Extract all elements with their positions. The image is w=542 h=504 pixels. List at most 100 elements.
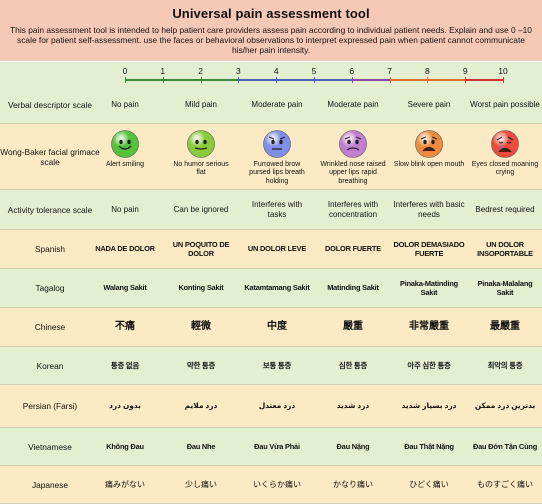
persian-cell-1: درد ملایم — [184, 401, 218, 411]
spanish-cell-3: DOLOR FUERTE — [325, 244, 381, 254]
row-label-activity: Activity tolerance scale — [7, 204, 93, 215]
korean-cell-3: 심한 통증 — [338, 360, 368, 370]
scale-number-5: 5 — [311, 66, 317, 76]
chinese-cell-5: 最嚴重 — [490, 321, 520, 333]
korean-cell-0: 통증 없음 — [110, 360, 140, 370]
verbal-cell-1: Mild pain — [184, 99, 217, 109]
scale-number-6: 6 — [349, 66, 355, 76]
scale-number-2: 2 — [198, 66, 203, 76]
face-cell-2: Furrowed brow pursed lips breath holding — [244, 124, 310, 189]
activity-cell-2: Interferes with tasks — [251, 200, 303, 219]
vietnamese-cell-3: Đau Nặng — [336, 441, 370, 451]
tagalog-cell-3: Matinding Sakit — [327, 283, 379, 293]
japanese-cell-0: 痛みがない — [105, 479, 145, 489]
scale-segment — [389, 79, 428, 81]
scale-number-8: 8 — [425, 66, 430, 76]
header-panel: Universal pain assessment tool This pain… — [0, 0, 542, 61]
row-vietnamese: Vietnamese Không Đau Đau Nhe Đau Vừa Phải Đa… — [0, 428, 542, 466]
scale-segment — [200, 79, 239, 81]
row-label-verbal: Verbal descriptor scale — [8, 99, 92, 110]
spanish-cell-0: NADA DE DOLOR — [95, 244, 155, 254]
verbal-cell-2: Moderate pain — [251, 99, 303, 109]
row-label-chinese: Chinese — [34, 322, 66, 332]
vietnamese-cell-0: Không Đau — [106, 441, 144, 451]
row-label-faces: Wong-Baker facial grimace scale — [0, 146, 100, 167]
chinese-cell-4: 非常嚴重 — [409, 321, 449, 333]
row-label-korean: Korean — [36, 360, 64, 371]
intro-text: This pain assessment tool is intended to… — [10, 25, 532, 56]
scale-number-4: 4 — [273, 66, 279, 76]
persian-cell-0: بدون درد — [109, 401, 141, 411]
korean-cell-4: 아주 심한 통증 — [407, 360, 451, 370]
row-label-japanese: Japanese — [32, 479, 68, 490]
scale-segment — [162, 79, 201, 81]
face-description: No humor serious flat — [173, 161, 229, 177]
grimace-face-icon — [414, 129, 444, 161]
korean-cell-2: 보통 통증 — [262, 360, 292, 370]
row-label-vietnamese: Vietnamese — [28, 441, 72, 452]
persian-cell-3: درد شدید — [336, 401, 370, 411]
tagalog-cell-4: Pinaka-Matinding Sakit — [400, 278, 458, 298]
spanish-cell-2: UN DOLOR LEVE — [247, 244, 307, 254]
scale-tick — [503, 77, 504, 83]
numeric-scale: 0 1 2 3 4 5 6 7 8 9 10 — [0, 62, 542, 86]
verbal-cell-3: Moderate pain — [327, 99, 379, 109]
face-cell-3: Wrinkled nose raised upper lips rapid br… — [320, 124, 386, 189]
activity-cell-1: Can be ignored — [173, 204, 229, 214]
smiling-face-icon — [110, 129, 140, 161]
japanese-cell-2: いくらか痛い — [253, 479, 301, 489]
scale-segment — [351, 79, 390, 81]
activity-cell-0: No pain — [111, 204, 139, 214]
face-cell-5: Eyes closed moaning crying — [470, 124, 540, 189]
row-korean: Korean 통증 없음 약한 통증 보통 통증 심한 통증 아주 심한 통증 최악의 통증 — [0, 347, 542, 385]
row-faces: Wong-Baker facial grimace scale Alert smi… — [0, 124, 542, 190]
face-description: Eyes closed moaning crying — [471, 161, 539, 177]
japanese-cell-1: 少し痛い — [185, 479, 217, 489]
scale-segment — [238, 79, 277, 81]
scale-segment — [125, 79, 163, 81]
scale-number-0: 0 — [122, 66, 128, 76]
face-description: Slow blink open mouth — [393, 161, 465, 168]
face-description: Furrowed brow pursed lips breath holding — [249, 161, 305, 185]
vietnamese-cell-1: Đau Nhe — [186, 441, 216, 451]
row-label-persian: Persian (Farsi) — [22, 401, 78, 411]
face-description: Alert smiling — [105, 161, 145, 168]
tagalog-cell-2: Katamtamang Sakit — [244, 283, 310, 293]
chinese-cell-0: 不痛 — [115, 321, 135, 333]
row-activity: Activity tolerance scale No pain Can be ig… — [0, 190, 542, 230]
chinese-cell-3: 嚴重 — [343, 321, 363, 333]
spanish-cell-4: DOLOR DEMASIADO FUERTE — [393, 239, 465, 259]
korean-cell-1: 약한 통증 — [186, 360, 216, 370]
persian-cell-2: درد معتدل — [258, 401, 296, 411]
verbal-cell-0: No pain — [111, 99, 139, 109]
scale-segment — [427, 79, 466, 81]
face-description: Wrinkled nose raised upper lips rapid br… — [320, 161, 386, 185]
vietnamese-cell-5: Đau Đớn Tận Cùng — [472, 441, 538, 451]
tagalog-cell-0: Walang Sakit — [103, 283, 147, 293]
verbal-cell-5: Worst pain possible — [470, 99, 540, 109]
korean-cell-5: 최악의 통증 — [487, 360, 523, 370]
verbal-cell-4: Severe pain — [407, 99, 451, 109]
row-persian: Persian (Farsi) بدون درد درد ملایم درد معتد… — [0, 385, 542, 428]
furrowed-face-icon — [262, 129, 292, 161]
vietnamese-cell-2: Đau Vừa Phải — [254, 441, 300, 451]
row-spanish: Spanish NADA DE DOLOR UN POQUITO DE DOLOR U… — [0, 230, 542, 269]
tagalog-cell-1: Konting Sakit — [178, 283, 224, 293]
persian-cell-5: بدترین درد ممکن — [474, 401, 536, 411]
tagalog-cell-5: Pinaka-Malalang Sakit — [477, 278, 533, 298]
page-title: Universal pain assessment tool — [172, 6, 370, 21]
activity-cell-4: Interferes with basic needs — [393, 200, 465, 219]
chinese-cell-1: 輕微 — [191, 321, 211, 333]
scale-number-9: 9 — [462, 66, 468, 76]
activity-cell-3: Interferes with concentration — [327, 200, 379, 219]
row-label-spanish: Spanish — [35, 244, 65, 254]
scale-segment — [314, 79, 352, 81]
wrinkled-face-icon — [338, 129, 368, 161]
chinese-cell-2: 中度 — [267, 321, 287, 333]
face-cell-0: Alert smiling — [94, 124, 156, 189]
scale-number-3: 3 — [236, 66, 241, 76]
japanese-cell-4: ひどく痛い — [409, 479, 449, 489]
scale-segment — [465, 79, 503, 81]
spanish-cell-1: UN POQUITO DE DOLOR — [172, 239, 230, 259]
